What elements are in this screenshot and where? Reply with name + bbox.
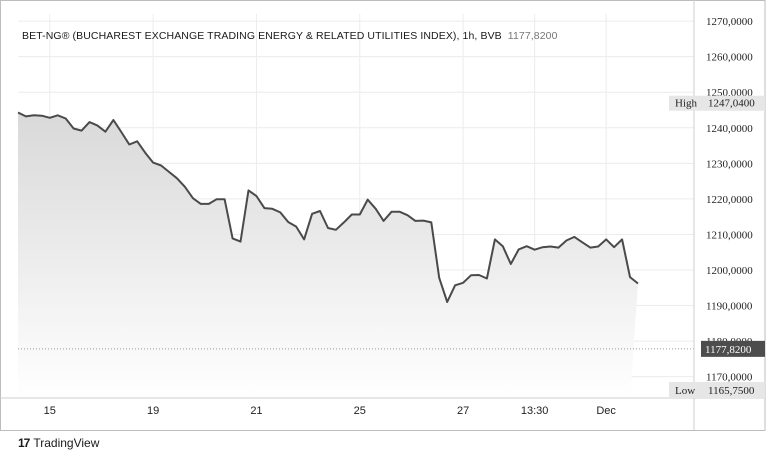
tradingview-logo-icon: 17: [18, 436, 30, 450]
y-tick-label: 1170,0000: [706, 372, 753, 384]
last-price-tag-value: 1177,8200: [705, 344, 752, 356]
last-price-tag-box: [701, 340, 765, 357]
x-tick-label: 25: [354, 405, 366, 417]
y-tick-label: 1230,0000: [706, 158, 753, 170]
tradingview-brand[interactable]: 17 TradingView: [18, 436, 99, 450]
high-tag-box: [669, 95, 765, 111]
symbol-title: BET-NG® (BUCHAREST EXCHANGE TRADING ENER…: [22, 30, 502, 42]
high-value: 1247,0400: [708, 98, 755, 110]
low-label: Low: [675, 385, 695, 397]
low-tag-box: [669, 382, 765, 398]
y-tick-label: 1240,0000: [706, 123, 753, 135]
y-tick-label: 1270,0000: [706, 16, 753, 28]
high-label: High: [675, 98, 698, 110]
price-area: [17, 111, 694, 398]
price-line[interactable]: [17, 111, 639, 303]
x-tick-label: 19: [147, 405, 159, 417]
x-tick-label: 21: [250, 405, 262, 417]
y-tick-label: 1260,0000: [706, 52, 753, 64]
x-tick-label: 13:30: [521, 405, 549, 417]
chart-title: BET-NG® (BUCHAREST EXCHANGE TRADING ENER…: [22, 30, 558, 42]
x-tick-label: Dec: [596, 405, 616, 417]
y-tick-label: 1190,0000: [706, 301, 753, 313]
brand-name: TradingView: [33, 436, 100, 450]
last-value-header: 1177,8200: [507, 30, 558, 42]
price-tags: High 1247,0400 1177,8200 Low 1165,7500: [669, 95, 765, 398]
y-tick-label: 1220,0000: [706, 194, 753, 206]
low-value: 1165,7500: [708, 385, 755, 397]
x-tick-label: 27: [457, 405, 469, 417]
axes: 1170,00001180,00001190,00001200,00001210…: [0, 0, 765, 430]
x-tick-label: 15: [44, 405, 56, 417]
y-tick-label: 1200,0000: [706, 265, 753, 277]
y-tick-label: 1210,0000: [706, 229, 753, 241]
chart-border: [0, 0, 766, 431]
price-area-fill: [18, 112, 638, 398]
